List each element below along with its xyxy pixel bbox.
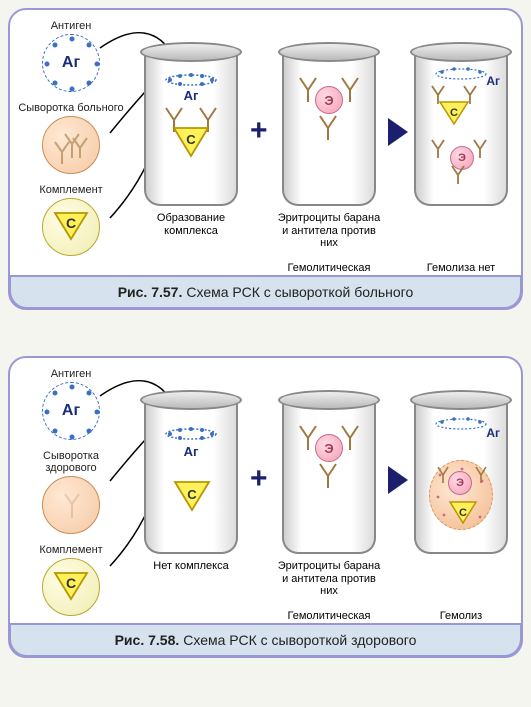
tube1-label: Образование комплекса bbox=[131, 212, 251, 237]
tube-1: Аг C Образование комплекса bbox=[144, 52, 238, 206]
caption-text: Схема РСК с сывороткой больного bbox=[186, 284, 413, 300]
diagram-stage-2: Антиген Аг Сыворотка здорового bbox=[10, 358, 521, 626]
arrow-result bbox=[388, 118, 408, 146]
tube-1b: Аг C Нет комплекса bbox=[144, 400, 238, 554]
panel-patient-serum: Антиген Аг Сыворотка больного bbox=[8, 8, 523, 310]
arrow-result-2 bbox=[388, 466, 408, 494]
complex-icon: C bbox=[158, 104, 224, 164]
ag-in-tube: Аг bbox=[184, 88, 199, 103]
svg-text:C: C bbox=[186, 132, 196, 147]
antibodies-around-e bbox=[290, 74, 368, 144]
svg-text:C: C bbox=[459, 507, 467, 519]
hemolysis-blob: Э C bbox=[429, 460, 493, 530]
tube3-label: Гемолиза нет bbox=[401, 262, 521, 275]
plus-symbol: + bbox=[250, 114, 268, 148]
tube-2: Э Эритроциты барана и антитела против ни… bbox=[282, 52, 376, 206]
diagram-stage-1: Антиген Аг Сыворотка больного bbox=[10, 10, 521, 278]
tube3b-label: Гемолиз bbox=[401, 610, 521, 623]
caption-1: Рис. 7.57. Схема РСК с сывороткой больно… bbox=[9, 275, 522, 309]
panel-healthy-serum: Антиген Аг Сыворотка здорового bbox=[8, 356, 523, 658]
caption-num: Рис. 7.57. bbox=[118, 284, 183, 300]
tube1b-label: Нет комплекса bbox=[131, 560, 251, 573]
svg-text:C: C bbox=[450, 107, 458, 119]
caption-2: Рис. 7.58. Схема РСК с сывороткой здоров… bbox=[9, 623, 522, 657]
svg-text:C: C bbox=[187, 487, 197, 502]
plus-symbol-2: + bbox=[250, 462, 268, 496]
tube-2b: Э Эритроциты барана и антитела против ни… bbox=[282, 400, 376, 554]
tube-3b: Аг Э C Гемолиз bbox=[414, 400, 508, 554]
tube2-label: Эритроциты барана и антитела против них bbox=[274, 212, 384, 250]
tube-3: Аг C Э Гемолиза нет bbox=[414, 52, 508, 206]
ag-membrane-icon bbox=[164, 72, 218, 88]
